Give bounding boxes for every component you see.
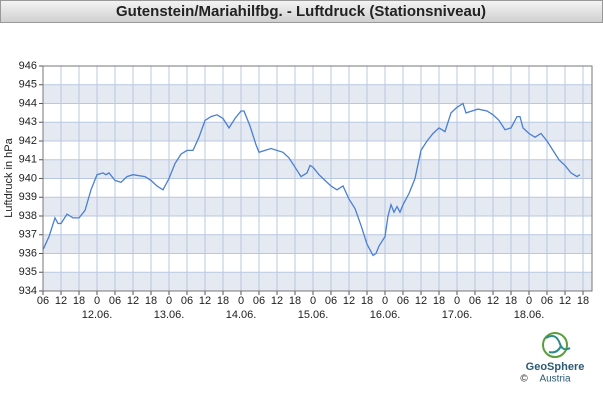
copyright: © xyxy=(520,374,528,385)
y-tick-label: 945 xyxy=(19,79,37,91)
x-date-label: 12.06. xyxy=(82,309,113,321)
band xyxy=(43,234,592,254)
y-tick-label: 940 xyxy=(19,172,37,184)
x-date-label: 14.06. xyxy=(226,309,257,321)
x-tick-label: 06 xyxy=(541,295,553,307)
chart-title: Gutenstein/Mariahilfbg. - Luftdruck (Sta… xyxy=(116,3,486,20)
x-tick-label: 12 xyxy=(487,295,499,307)
x-tick-label: 0 xyxy=(310,295,316,307)
x-tick-label: 0 xyxy=(526,295,532,307)
x-tick-label: 18 xyxy=(145,295,157,307)
x-tick-label: 06 xyxy=(109,295,121,307)
x-tick-label: 0 xyxy=(454,295,460,307)
x-tick-label: 18 xyxy=(577,295,589,307)
x-tick-label: 18 xyxy=(361,295,373,307)
band xyxy=(43,159,592,179)
y-tick-label: 946 xyxy=(19,60,37,72)
data-line xyxy=(42,102,581,257)
x-date-label: 18.06. xyxy=(514,309,545,321)
y-tick-label: 944 xyxy=(19,97,37,109)
x-tick-label: 12 xyxy=(559,295,571,307)
band xyxy=(43,84,592,104)
x-tick-label: 06 xyxy=(181,295,193,307)
x-tick-label: 06 xyxy=(37,295,49,307)
x-tick-label: 18 xyxy=(73,295,85,307)
y-tick-label: 943 xyxy=(19,116,37,128)
band xyxy=(43,272,592,291)
x-tick-label: 18 xyxy=(289,295,301,307)
x-tick-label: 18 xyxy=(505,295,517,307)
x-date-label: 15.06. xyxy=(298,309,329,321)
y-tick-label: 939 xyxy=(19,191,37,203)
y-axis-label: Luftdruck in hPa xyxy=(3,137,15,217)
x-tick-label: 12 xyxy=(271,295,283,307)
logo-name: GeoSphere xyxy=(526,361,585,373)
logo-icon xyxy=(542,332,571,358)
x-tick-label: 18 xyxy=(217,295,229,307)
x-tick-label: 06 xyxy=(253,295,265,307)
x-tick-label: 12 xyxy=(343,295,355,307)
y-tick-label: 941 xyxy=(19,154,37,166)
y-tick-label: 942 xyxy=(19,135,37,147)
x-tick-label: 12 xyxy=(127,295,139,307)
x-tick-label: 0 xyxy=(238,295,244,307)
x-tick-label: 18 xyxy=(433,295,445,307)
x-tick-label: 0 xyxy=(382,295,388,307)
band xyxy=(43,122,592,141)
x-tick-label: 0 xyxy=(94,295,100,307)
x-date-label: 17.06. xyxy=(442,309,473,321)
x-date-label: 16.06. xyxy=(370,309,401,321)
plot-area: 934 935 936 937 938 939 940 941 942 943 944 945 946 0… xyxy=(19,60,593,321)
y-tick-label: 935 xyxy=(19,266,37,278)
x-tick-label: 06 xyxy=(325,295,337,307)
x-tick-label: 12 xyxy=(199,295,211,307)
y-tick-label: 936 xyxy=(19,247,37,259)
x-tick-label: 0 xyxy=(166,295,172,307)
band xyxy=(43,197,592,216)
plot-border xyxy=(42,65,593,292)
x-tick-label: 12 xyxy=(415,295,427,307)
x-date-label: 13.06. xyxy=(154,309,185,321)
y-tick-label: 937 xyxy=(19,229,37,241)
x-tick-label: 12 xyxy=(55,295,67,307)
x-tick-label: 06 xyxy=(397,295,409,307)
x-tick-label: 06 xyxy=(469,295,481,307)
logo-sub: Austria xyxy=(539,374,571,385)
y-tick-label: 938 xyxy=(19,210,37,222)
y-tick-label: 934 xyxy=(19,285,37,297)
